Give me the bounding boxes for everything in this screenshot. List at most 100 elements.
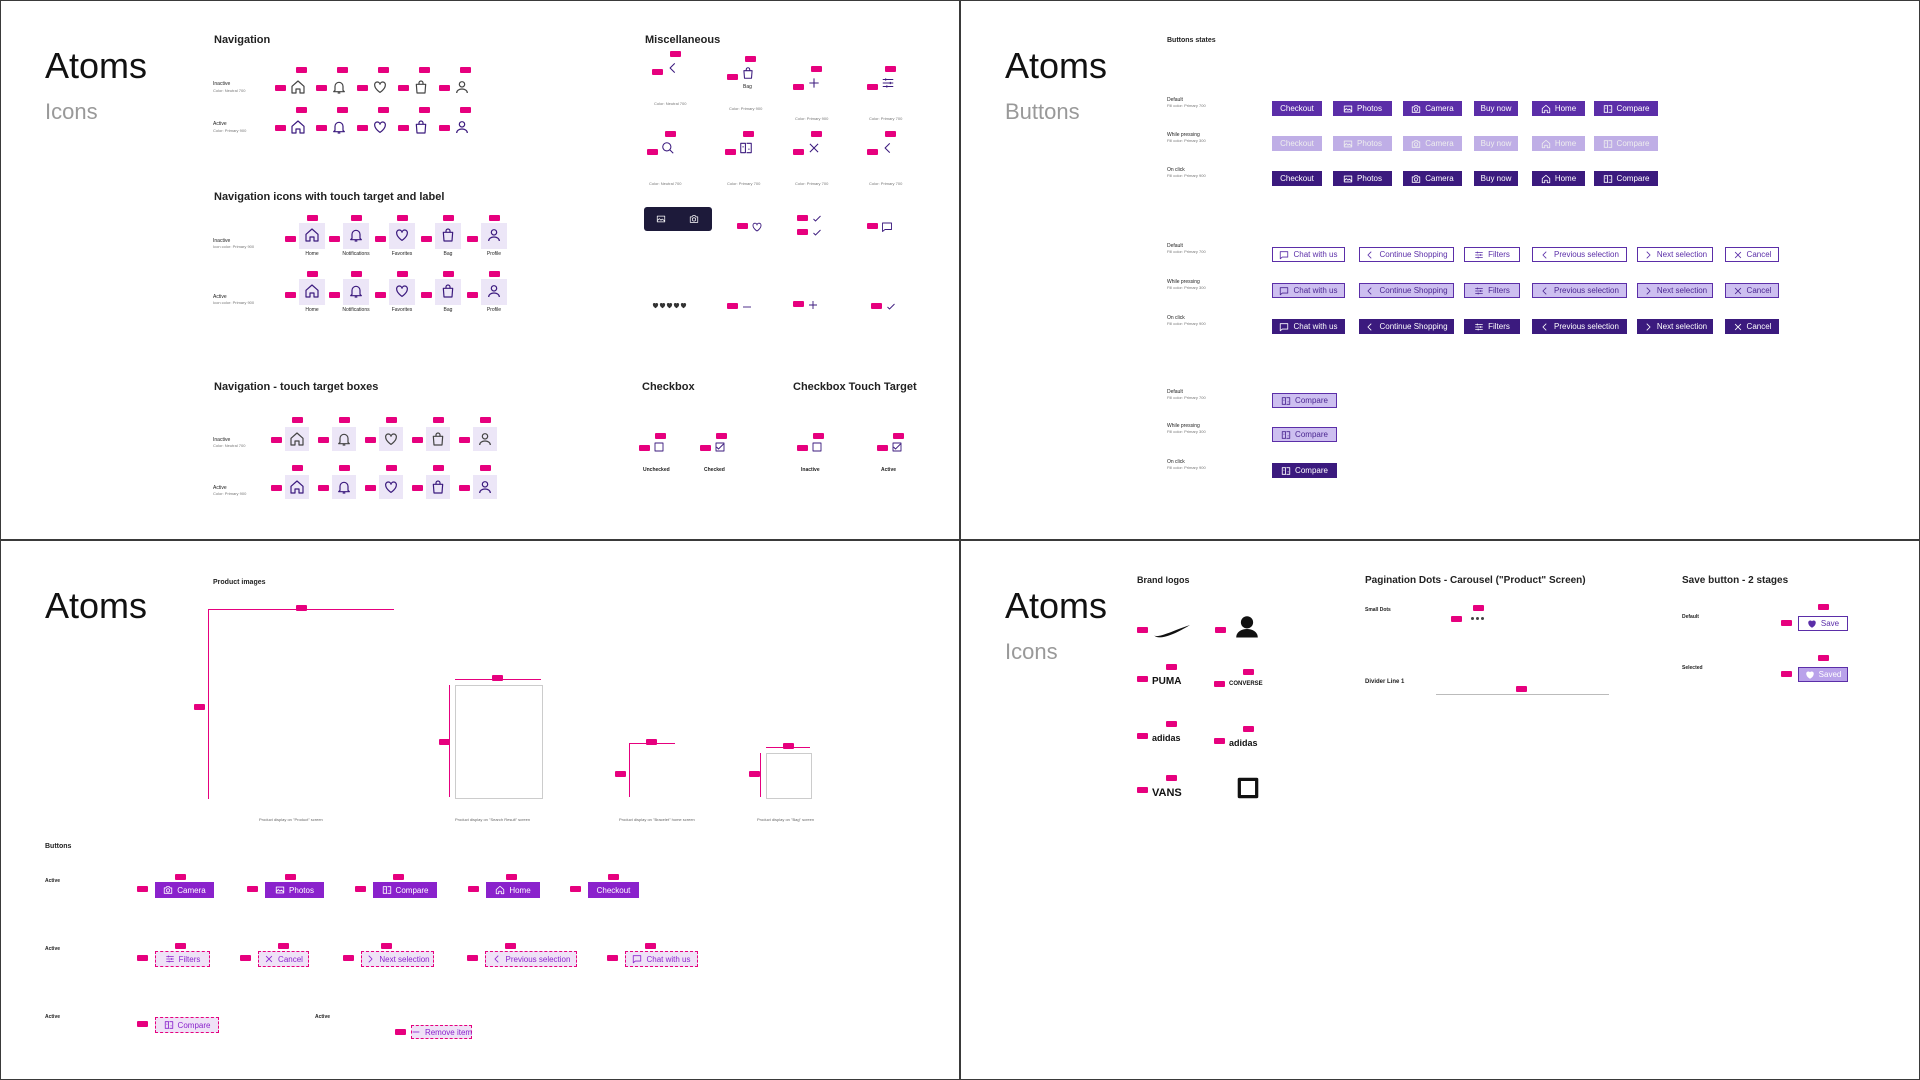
- measure-tag: [419, 67, 430, 73]
- icon-path: [488, 229, 500, 242]
- text: Product display on "Bracelet" home scree…: [619, 817, 695, 822]
- icon: [743, 306, 751, 308]
- measure-tag: [275, 85, 286, 91]
- button: Cancel: [1725, 247, 1779, 262]
- measure-tag: [285, 874, 296, 880]
- measure-tag: [375, 292, 386, 298]
- icon: [1541, 174, 1550, 183]
- icon: [740, 142, 752, 154]
- button: Cancel: [258, 951, 309, 967]
- icon: [662, 142, 674, 154]
- button: Continue Shopping: [1359, 319, 1454, 334]
- measure-tag: [398, 85, 409, 91]
- button-label: Camera: [1425, 139, 1454, 148]
- icon-path: [305, 284, 319, 298]
- measure-tag: [1516, 686, 1527, 692]
- icon: [1367, 322, 1373, 331]
- measure-tag: [339, 417, 350, 423]
- measure-tag: [378, 67, 389, 73]
- measure-tag: [467, 236, 478, 242]
- icon-path: [809, 143, 819, 153]
- measure-tag: [607, 955, 618, 961]
- icon-path: [656, 215, 666, 223]
- icon-path: [1541, 139, 1550, 148]
- icon: [290, 480, 304, 494]
- text: Active: [45, 946, 61, 952]
- button: Next selection: [1637, 283, 1713, 298]
- button-label: Home: [1554, 174, 1577, 183]
- icon: [333, 121, 345, 134]
- text: Fill color: Primary 900: [1167, 321, 1206, 326]
- button: Continue Shopping: [1359, 283, 1454, 298]
- icon-path: [164, 886, 173, 894]
- text: Product display on "Bag" screen: [757, 817, 815, 822]
- text: Unchecked: [643, 467, 670, 473]
- icon: [396, 285, 408, 297]
- icon: [456, 121, 468, 134]
- measure-tag: [647, 149, 658, 155]
- button-label: Compare: [1616, 174, 1650, 183]
- text: Fill color: Primary 300: [1167, 429, 1206, 434]
- measure-tag: [1166, 775, 1177, 781]
- icon-path: [689, 215, 699, 223]
- measure-tag: [811, 131, 822, 137]
- icon-path: [884, 142, 891, 154]
- icon-path: [1542, 322, 1547, 331]
- text: While pressing: [1167, 423, 1200, 429]
- touch-box: [332, 427, 356, 451]
- measure-tag: [1214, 681, 1225, 687]
- text: Inactive: [213, 81, 231, 87]
- icon: [305, 284, 319, 298]
- touch-target: [343, 223, 369, 249]
- icon-path: [752, 222, 762, 232]
- text: Default: [1682, 614, 1699, 620]
- icon: [882, 78, 894, 88]
- button-label: Next selection: [1656, 250, 1708, 259]
- text: Buttons states: [1167, 37, 1216, 44]
- text: Selected: [1682, 665, 1703, 671]
- measure-tag: [1473, 605, 1484, 611]
- icon: [396, 229, 408, 241]
- icon-path: [652, 303, 659, 309]
- icon: [1343, 140, 1353, 147]
- dark-bar: [644, 207, 712, 231]
- measure-tag: [307, 215, 318, 221]
- button-label: Compare: [1616, 139, 1650, 148]
- measure-tag: [665, 131, 676, 137]
- measure-tag: [365, 437, 376, 443]
- button-label: Filters: [1488, 286, 1510, 295]
- text: Bag: [743, 84, 752, 90]
- text: Fill color: Primary 700: [1167, 103, 1206, 108]
- measure-tag: [412, 437, 423, 443]
- measure-tag: [811, 66, 822, 72]
- measure-tag: [292, 465, 303, 471]
- icon: [1280, 322, 1289, 331]
- text: Color: Primary 700: [869, 116, 903, 121]
- measure-tag: [1137, 627, 1148, 633]
- measure-tag: [343, 955, 354, 961]
- text: Color: Primary 900: [213, 128, 247, 133]
- icon: [1646, 286, 1651, 295]
- icon-path: [743, 67, 753, 79]
- icon: [1281, 466, 1291, 475]
- measure-tag: [351, 215, 362, 221]
- measure-tag: [240, 955, 251, 961]
- icon: [368, 955, 373, 963]
- button-label: Save: [1820, 619, 1840, 628]
- icon: [884, 142, 891, 154]
- text: While pressing: [1167, 132, 1200, 138]
- icon-path: [333, 121, 345, 134]
- button: Compare: [1272, 393, 1337, 408]
- text: Miscellaneous: [645, 34, 721, 46]
- icon-path: [669, 62, 676, 74]
- measure-tag: [655, 433, 666, 439]
- icon: [1541, 104, 1550, 113]
- icon: [1237, 777, 1259, 799]
- text: Active: [45, 1014, 61, 1020]
- icon: [656, 215, 666, 223]
- measure-tag: [381, 943, 392, 949]
- text: Color: Primary 900: [729, 106, 763, 111]
- measure-tag: [460, 67, 471, 73]
